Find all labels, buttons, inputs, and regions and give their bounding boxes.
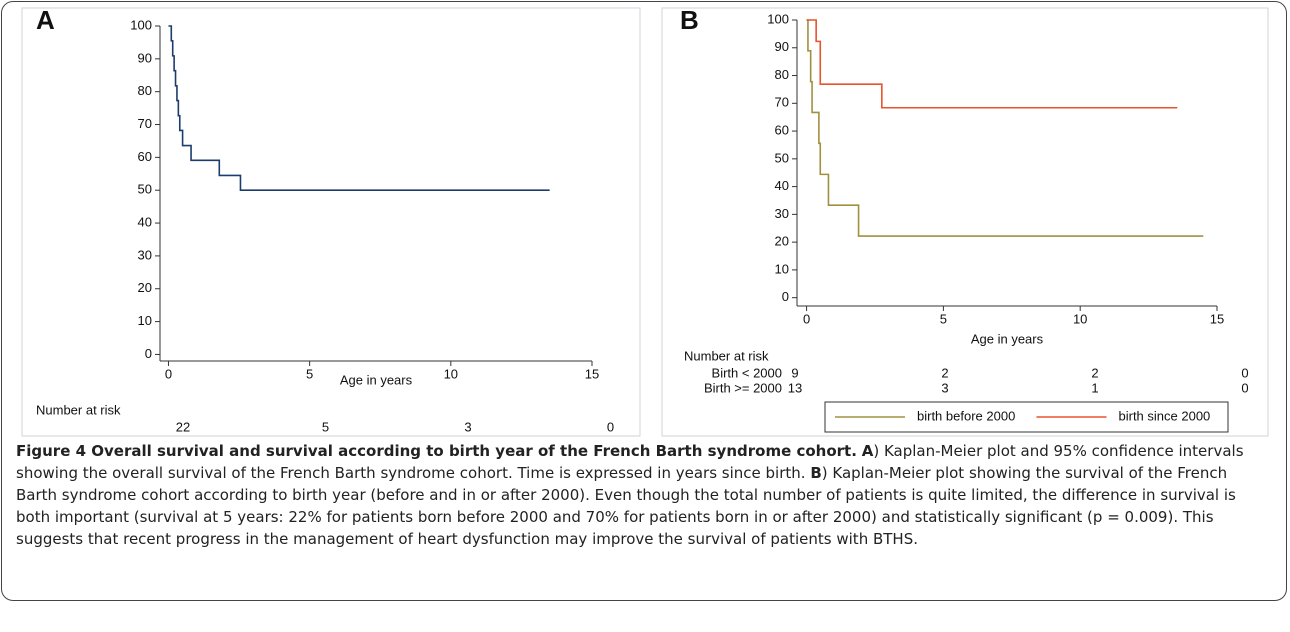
y-tick-label: 20	[138, 280, 152, 295]
legend-label: birth since 2000	[1119, 408, 1211, 423]
y-tick-label: 70	[775, 95, 789, 110]
risk-count: 13	[788, 380, 802, 395]
y-tick-label: 10	[138, 313, 152, 328]
panel-label: A	[36, 5, 55, 35]
y-tick-label: 40	[138, 214, 152, 229]
survival-curve	[806, 19, 1204, 237]
caption-text: ) Kaplan-Meier plot showing the survival…	[16, 464, 1236, 548]
y-tick-label: 50	[138, 182, 152, 197]
risk-table-title: Number at risk	[36, 402, 121, 417]
y-tick-label: 50	[775, 150, 789, 165]
y-tick-label: 10	[775, 261, 789, 276]
risk-count: 0	[1241, 365, 1248, 380]
risk-count: 3	[941, 380, 948, 395]
risk-count: 1	[1091, 380, 1098, 395]
legend-label: birth before 2000	[917, 408, 1015, 423]
risk-count: 0	[1241, 380, 1248, 395]
figure-caption: Figure 4 Overall survival and survival a…	[16, 440, 1271, 550]
x-axis-title: Age in years	[340, 372, 413, 387]
x-tick-label: 15	[1210, 311, 1224, 326]
survival-curve	[168, 25, 550, 192]
y-tick-label: 100	[767, 11, 789, 26]
x-tick-label: 0	[803, 311, 810, 326]
panel	[661, 7, 1269, 437]
x-axis-title: Age in years	[971, 331, 1044, 346]
y-tick-label: 60	[138, 149, 152, 164]
caption-text: ) Kaplan-Meier plot and 95% confidence i…	[16, 442, 1244, 482]
y-tick-label: 90	[138, 50, 152, 65]
x-tick-label: 10	[444, 366, 458, 381]
y-tick-label: 30	[775, 206, 789, 221]
y-tick-label: 70	[138, 116, 152, 131]
y-tick-label: 30	[138, 247, 152, 262]
x-tick-label: 5	[306, 366, 313, 381]
x-tick-label: 10	[1073, 311, 1087, 326]
risk-count: 0	[607, 419, 614, 434]
y-tick-label: 0	[782, 289, 789, 304]
risk-row-label: Birth < 2000	[712, 365, 782, 380]
risk-count: 5	[322, 419, 329, 434]
y-tick-label: 20	[775, 234, 789, 249]
risk-table-title: Number at risk	[684, 348, 769, 363]
x-tick-label: 15	[585, 366, 599, 381]
x-tick-label: 0	[165, 366, 172, 381]
y-tick-label: 80	[138, 83, 152, 98]
panel-label: B	[680, 5, 699, 35]
risk-count: 2	[1091, 365, 1098, 380]
panel	[21, 7, 641, 437]
risk-count: 3	[464, 419, 471, 434]
risk-count: 22	[176, 419, 190, 434]
y-tick-label: 40	[775, 178, 789, 193]
caption-label: A	[861, 442, 874, 460]
caption-title: Figure 4 Overall survival and survival a…	[16, 442, 857, 460]
survival-curve	[806, 19, 1178, 109]
y-tick-label: 0	[145, 346, 152, 361]
y-tick-label: 60	[775, 123, 789, 138]
y-tick-label: 80	[775, 67, 789, 82]
risk-row-label: Birth >= 2000	[704, 380, 782, 395]
risk-count: 9	[791, 365, 798, 380]
y-tick-label: 100	[130, 17, 152, 32]
figure-frame	[1, 1, 1287, 601]
caption-label: B	[810, 464, 822, 482]
y-tick-label: 90	[775, 39, 789, 54]
risk-count: 2	[941, 365, 948, 380]
x-tick-label: 5	[940, 311, 947, 326]
